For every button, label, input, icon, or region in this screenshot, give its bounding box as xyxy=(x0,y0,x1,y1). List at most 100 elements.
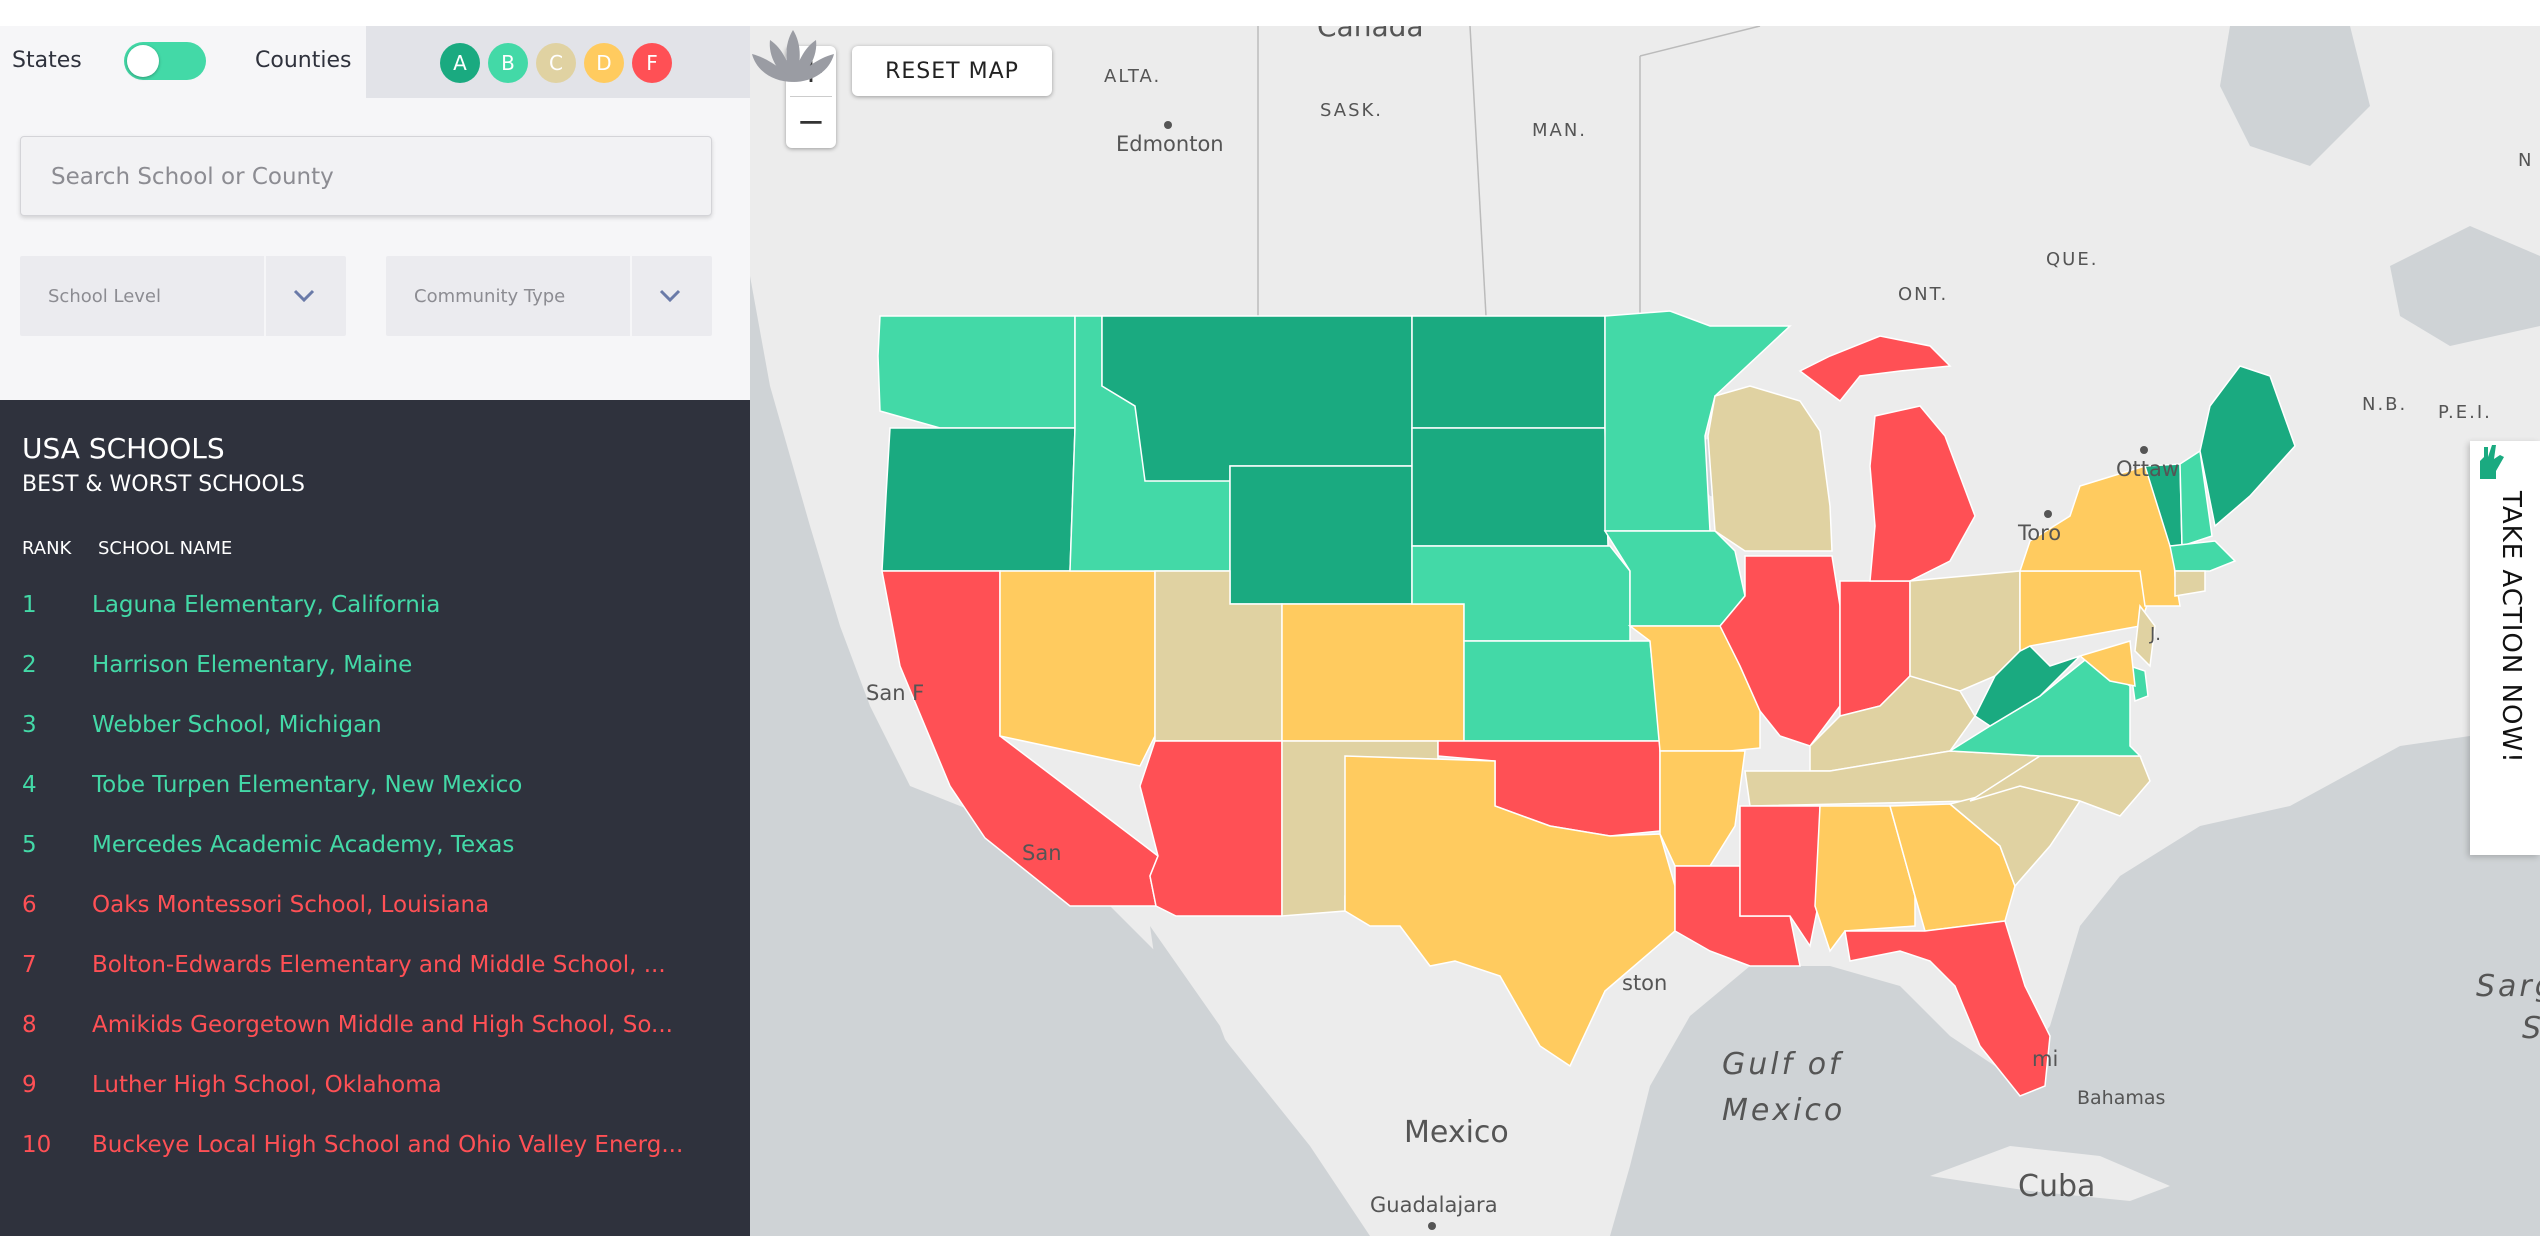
sidebar: States Counties A B C D F School Level C… xyxy=(0,26,750,1236)
school-row[interactable]: 8 Amikids Georgetown Middle and High Scho… xyxy=(0,998,750,1058)
state-washington[interactable] xyxy=(877,315,1076,429)
state-texas[interactable] xyxy=(1344,755,1676,1068)
school-name[interactable]: Webber School, Michigan xyxy=(92,712,382,738)
top-strip xyxy=(0,0,2540,26)
rank: 5 xyxy=(22,832,37,858)
take-action-label[interactable]: TAKE ACTION NOW! xyxy=(2496,491,2526,764)
school-row[interactable]: 9 Luther High School, Oklahoma xyxy=(0,1058,750,1118)
state-oregon[interactable] xyxy=(881,427,1076,572)
lotus-logo-icon[interactable] xyxy=(750,26,836,86)
label-toronto: Toro xyxy=(2017,521,2061,545)
state-maine[interactable] xyxy=(2199,365,2296,528)
map-view[interactable]: Canada ALTA. SASK. MAN. Edmonton ONT. QU… xyxy=(750,26,2540,1236)
label-san-francisco: San F xyxy=(866,681,924,705)
toggle-knob[interactable] xyxy=(127,45,159,77)
state-layer xyxy=(877,310,2296,1097)
zoom-out-button[interactable]: − xyxy=(786,97,836,147)
label-edmonton: Edmonton xyxy=(1116,132,1224,156)
rank: 6 xyxy=(22,892,37,918)
state-kansas[interactable] xyxy=(1463,640,1661,742)
school-row[interactable]: 4 Tobe Turpen Elementary, New Mexico xyxy=(0,758,750,818)
school-name[interactable]: Buckeye Local High School and Ohio Valle… xyxy=(92,1132,684,1158)
grade-f-filter[interactable]: F xyxy=(632,43,672,83)
school-list: 1 Laguna Elementary, California 2 Harrison… xyxy=(0,578,750,1178)
state-wyoming[interactable] xyxy=(1229,465,1413,605)
label-mexico: Mexico xyxy=(1404,1115,1509,1150)
rank: 7 xyxy=(22,952,37,978)
school-level-select[interactable]: School Level xyxy=(20,256,346,336)
rank: 2 xyxy=(22,652,37,678)
state-illinois[interactable] xyxy=(1719,555,1841,747)
chevron-down-icon[interactable] xyxy=(284,278,324,314)
school-ranking-panel: USA SCHOOLS BEST & WORST SCHOOLS RANK SC… xyxy=(0,400,750,1236)
school-name[interactable]: Oaks Montessori School, Louisiana xyxy=(92,892,490,918)
school-row[interactable]: 3 Webber School, Michigan xyxy=(0,698,750,758)
state-montana[interactable] xyxy=(1101,315,1413,482)
state-south-dakota[interactable] xyxy=(1411,427,1609,547)
state-north-dakota[interactable] xyxy=(1411,315,1606,429)
label-miami: mi xyxy=(2032,1047,2058,1071)
label-sargasso-1: Sarg xyxy=(2476,969,2540,1004)
school-name[interactable]: Luther High School, Oklahoma xyxy=(92,1072,442,1098)
label-guadalajara: Guadalajara xyxy=(1370,1193,1498,1217)
state-nevada[interactable] xyxy=(999,570,1156,767)
school-name[interactable]: Laguna Elementary, California xyxy=(92,592,441,618)
state-arizona[interactable] xyxy=(1139,740,1283,917)
search-box[interactable] xyxy=(20,136,712,217)
chevron-down-icon[interactable] xyxy=(650,278,690,314)
city-dot xyxy=(1164,121,1172,129)
state-massachusetts[interactable] xyxy=(2169,540,2237,572)
grade-legend: A B C D F xyxy=(366,26,750,98)
reset-map-button[interactable]: RESET MAP xyxy=(852,46,1052,96)
grade-d-filter[interactable]: D xyxy=(584,43,624,83)
school-row[interactable]: 2 Harrison Elementary, Maine xyxy=(0,638,750,698)
label-alta: ALTA. xyxy=(1104,66,1161,87)
grade-b-label: B xyxy=(501,51,515,75)
state-west-virginia[interactable] xyxy=(1974,645,2081,727)
school-name[interactable]: Mercedes Academic Academy, Texas xyxy=(92,832,515,858)
label-houston: ston xyxy=(1622,971,1667,995)
grade-b-filter[interactable]: B xyxy=(488,43,528,83)
state-new-jersey[interactable] xyxy=(2134,604,2156,668)
school-row[interactable]: 6 Oaks Montessori School, Louisiana xyxy=(0,878,750,938)
school-name[interactable]: Tobe Turpen Elementary, New Mexico xyxy=(92,772,523,798)
grade-f-label: F xyxy=(646,51,658,75)
rank: 8 xyxy=(22,1012,37,1038)
state-maryland[interactable] xyxy=(2078,640,2136,687)
state-florida[interactable] xyxy=(1844,920,2051,1097)
school-name[interactable]: Bolton-Edwards Elementary and Middle Sch… xyxy=(92,952,666,978)
divider xyxy=(264,256,266,336)
state-wisconsin[interactable] xyxy=(1707,385,1833,552)
state-colorado[interactable] xyxy=(1281,603,1465,742)
state-new-hampshire[interactable] xyxy=(2179,449,2213,548)
state-connecticut[interactable] xyxy=(2174,570,2206,597)
school-row[interactable]: 1 Laguna Elementary, California xyxy=(0,578,750,638)
grade-c-label: C xyxy=(549,51,563,75)
label-nj: J. xyxy=(2149,624,2161,645)
community-type-select[interactable]: Community Type xyxy=(386,256,712,336)
state-michigan-up[interactable] xyxy=(1798,335,1952,403)
gulf-of-california xyxy=(1150,926,1250,1106)
take-action-tab[interactable]: TAKE ACTION NOW! xyxy=(2470,441,2540,855)
states-counties-toggle[interactable] xyxy=(124,42,206,80)
search-input[interactable] xyxy=(51,137,691,217)
label-north-edge: N xyxy=(2518,150,2531,171)
school-row[interactable]: 5 Mercedes Academic Academy, Texas xyxy=(0,818,750,878)
school-row[interactable]: 10 Buckeye Local High School and Ohio Val… xyxy=(0,1118,750,1178)
rank-column-header: RANK xyxy=(22,538,72,559)
school-name[interactable]: Harrison Elementary, Maine xyxy=(92,652,413,678)
name-column-header: SCHOOL NAME xyxy=(98,538,233,559)
grade-a-filter[interactable]: A xyxy=(440,43,480,83)
map-canvas[interactable]: Canada ALTA. SASK. MAN. Edmonton ONT. QU… xyxy=(750,26,2540,1236)
border-line xyxy=(1639,26,1761,57)
school-name[interactable]: Amikids Georgetown Middle and High Schoo… xyxy=(92,1012,673,1038)
cuba-land xyxy=(1930,1146,2170,1201)
label-sargasso-2: S xyxy=(2522,1011,2540,1046)
label-gulf-2: Mexico xyxy=(1722,1093,1845,1128)
state-michigan-lp[interactable] xyxy=(1869,405,1976,582)
school-row[interactable]: 7 Bolton-Edwards Elementary and Middle Sc… xyxy=(0,938,750,998)
label-cuba: Cuba xyxy=(2018,1169,2095,1204)
rank: 4 xyxy=(22,772,37,798)
grade-c-filter[interactable]: C xyxy=(536,43,576,83)
grade-a-label: A xyxy=(453,51,467,75)
